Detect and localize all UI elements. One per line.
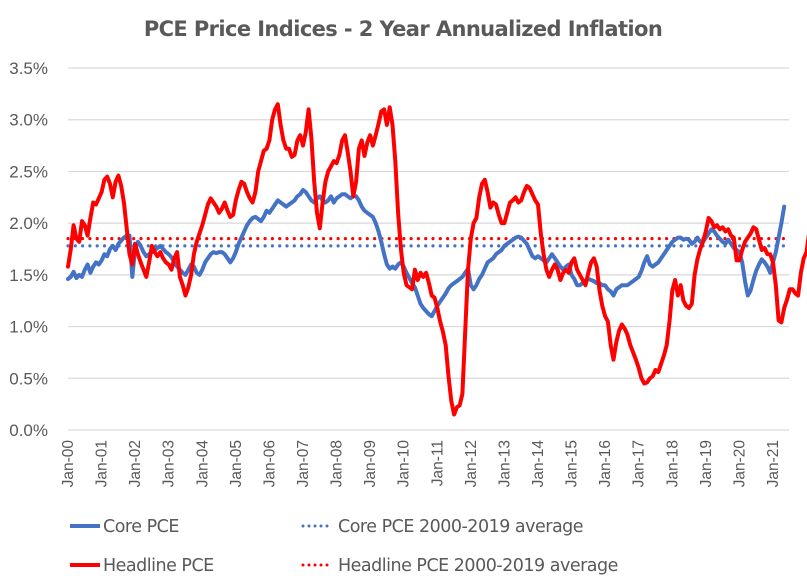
x-tick-label: Jan-15 <box>564 440 581 487</box>
x-tick-label: Jan-01 <box>94 440 111 487</box>
y-tick-label: 2.5% <box>9 162 48 181</box>
legend-item-headline-pce[interactable]: Headline PCE <box>70 556 214 576</box>
legend-label-headline-pce-average: Headline PCE 2000-2019 average <box>338 556 618 576</box>
x-tick-label: Jan-13 <box>496 440 513 487</box>
x-tick-label: Jan-00 <box>60 440 77 488</box>
x-tick-label: Jan-11 <box>429 440 446 486</box>
legend: Core PCE Headline PCE Core PCE 2000-2019… <box>70 517 618 576</box>
x-tick-label: Jan-20 <box>731 440 748 488</box>
y-tick-label: 1.5% <box>9 266 48 285</box>
x-tick-label: Jan-09 <box>362 440 379 487</box>
x-tick-label: Jan-18 <box>664 440 681 487</box>
x-tick-label: Jan-02 <box>127 440 144 487</box>
y-axis-tick-labels: 0.0% 0.5% 1.0% 1.5% 2.0% 2.5% 3.0% 3.5% <box>9 59 48 440</box>
x-tick-label: Jan-16 <box>597 440 614 487</box>
y-tick-label: 2.0% <box>9 214 48 233</box>
legend-item-headline-pce-average[interactable]: Headline PCE 2000-2019 average <box>301 556 618 576</box>
legend-item-core-pce[interactable]: Core PCE <box>70 517 179 537</box>
y-tick-label: 0.5% <box>9 369 48 388</box>
x-tick-label: Jan-17 <box>631 440 648 487</box>
series-lines <box>66 102 807 417</box>
gridlines <box>68 67 789 431</box>
x-tick-label: Jan-08 <box>329 440 346 487</box>
chart-title: PCE Price Indices - 2 Year Annualized In… <box>144 17 662 41</box>
y-tick-label: 3.5% <box>9 59 48 78</box>
legend-item-core-pce-average[interactable]: Core PCE 2000-2019 average <box>301 517 584 537</box>
legend-label-core-pce-average: Core PCE 2000-2019 average <box>338 517 583 537</box>
x-axis-tick-labels: Jan-00 Jan-01 Jan-02 Jan-03 Jan-04 Jan-05 Jan-… <box>60 440 782 488</box>
headline-pce-line <box>66 102 807 417</box>
x-tick-label: Jan-03 <box>161 440 178 487</box>
legend-label-core-pce: Core PCE <box>103 517 179 537</box>
x-tick-label: Jan-14 <box>530 440 547 488</box>
y-tick-label: 0.0% <box>9 421 48 440</box>
x-tick-label: Jan-07 <box>295 440 312 487</box>
x-tick-label: Jan-10 <box>396 440 413 488</box>
x-tick-label: Jan-21 <box>765 440 782 487</box>
y-tick-label: 1.0% <box>9 318 48 337</box>
y-tick-label: 3.0% <box>9 111 48 130</box>
x-tick-label: Jan-19 <box>698 440 715 487</box>
legend-label-headline-pce: Headline PCE <box>103 556 214 576</box>
x-tick-label: Jan-04 <box>194 440 211 488</box>
core-pce-line <box>66 188 787 319</box>
x-tick-label: Jan-06 <box>261 440 278 487</box>
x-tick-label: Jan-12 <box>463 440 480 487</box>
x-tick-label: Jan-05 <box>228 440 245 487</box>
